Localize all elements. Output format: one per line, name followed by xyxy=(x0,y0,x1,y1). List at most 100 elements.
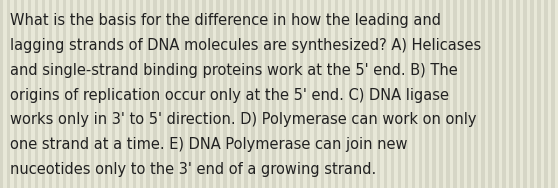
FancyBboxPatch shape xyxy=(380,0,384,188)
Text: one strand at a time. E) DNA Polymerase can join new: one strand at a time. E) DNA Polymerase … xyxy=(10,137,407,152)
FancyBboxPatch shape xyxy=(412,0,415,188)
FancyBboxPatch shape xyxy=(460,0,464,188)
FancyBboxPatch shape xyxy=(11,0,14,188)
FancyBboxPatch shape xyxy=(429,0,432,188)
FancyBboxPatch shape xyxy=(296,0,300,188)
FancyBboxPatch shape xyxy=(328,0,331,188)
FancyBboxPatch shape xyxy=(369,0,373,188)
FancyBboxPatch shape xyxy=(300,0,304,188)
FancyBboxPatch shape xyxy=(471,0,474,188)
FancyBboxPatch shape xyxy=(499,0,502,188)
FancyBboxPatch shape xyxy=(492,0,496,188)
FancyBboxPatch shape xyxy=(161,0,164,188)
FancyBboxPatch shape xyxy=(391,0,394,188)
FancyBboxPatch shape xyxy=(457,0,460,188)
FancyBboxPatch shape xyxy=(244,0,248,188)
FancyBboxPatch shape xyxy=(126,0,129,188)
FancyBboxPatch shape xyxy=(488,0,492,188)
FancyBboxPatch shape xyxy=(112,0,115,188)
FancyBboxPatch shape xyxy=(314,0,318,188)
FancyBboxPatch shape xyxy=(62,0,66,188)
FancyBboxPatch shape xyxy=(265,0,268,188)
FancyBboxPatch shape xyxy=(66,0,70,188)
FancyBboxPatch shape xyxy=(453,0,457,188)
FancyBboxPatch shape xyxy=(31,0,35,188)
FancyBboxPatch shape xyxy=(49,0,52,188)
FancyBboxPatch shape xyxy=(136,0,140,188)
FancyBboxPatch shape xyxy=(115,0,118,188)
FancyBboxPatch shape xyxy=(384,0,387,188)
FancyBboxPatch shape xyxy=(523,0,527,188)
FancyBboxPatch shape xyxy=(555,0,558,188)
FancyBboxPatch shape xyxy=(56,0,59,188)
FancyBboxPatch shape xyxy=(230,0,234,188)
FancyBboxPatch shape xyxy=(35,0,39,188)
FancyBboxPatch shape xyxy=(408,0,412,188)
FancyBboxPatch shape xyxy=(199,0,202,188)
FancyBboxPatch shape xyxy=(464,0,468,188)
FancyBboxPatch shape xyxy=(286,0,290,188)
FancyBboxPatch shape xyxy=(290,0,293,188)
FancyBboxPatch shape xyxy=(153,0,157,188)
FancyBboxPatch shape xyxy=(422,0,425,188)
FancyBboxPatch shape xyxy=(167,0,171,188)
FancyBboxPatch shape xyxy=(363,0,366,188)
FancyBboxPatch shape xyxy=(509,0,513,188)
FancyBboxPatch shape xyxy=(94,0,98,188)
FancyBboxPatch shape xyxy=(181,0,185,188)
FancyBboxPatch shape xyxy=(206,0,209,188)
FancyBboxPatch shape xyxy=(178,0,181,188)
FancyBboxPatch shape xyxy=(25,0,28,188)
FancyBboxPatch shape xyxy=(42,0,45,188)
FancyBboxPatch shape xyxy=(17,0,21,188)
FancyBboxPatch shape xyxy=(318,0,321,188)
FancyBboxPatch shape xyxy=(164,0,167,188)
FancyBboxPatch shape xyxy=(335,0,338,188)
FancyBboxPatch shape xyxy=(436,0,440,188)
FancyBboxPatch shape xyxy=(418,0,422,188)
FancyBboxPatch shape xyxy=(544,0,547,188)
FancyBboxPatch shape xyxy=(496,0,499,188)
FancyBboxPatch shape xyxy=(359,0,363,188)
FancyBboxPatch shape xyxy=(310,0,314,188)
FancyBboxPatch shape xyxy=(171,0,174,188)
FancyBboxPatch shape xyxy=(373,0,377,188)
FancyBboxPatch shape xyxy=(129,0,133,188)
FancyBboxPatch shape xyxy=(331,0,335,188)
FancyBboxPatch shape xyxy=(551,0,555,188)
FancyBboxPatch shape xyxy=(440,0,443,188)
FancyBboxPatch shape xyxy=(52,0,56,188)
FancyBboxPatch shape xyxy=(237,0,240,188)
FancyBboxPatch shape xyxy=(425,0,429,188)
FancyBboxPatch shape xyxy=(341,0,345,188)
FancyBboxPatch shape xyxy=(3,0,7,188)
FancyBboxPatch shape xyxy=(234,0,237,188)
FancyBboxPatch shape xyxy=(537,0,541,188)
FancyBboxPatch shape xyxy=(443,0,446,188)
FancyBboxPatch shape xyxy=(356,0,359,188)
FancyBboxPatch shape xyxy=(220,0,223,188)
FancyBboxPatch shape xyxy=(108,0,112,188)
FancyBboxPatch shape xyxy=(189,0,192,188)
FancyBboxPatch shape xyxy=(516,0,519,188)
FancyBboxPatch shape xyxy=(485,0,488,188)
FancyBboxPatch shape xyxy=(0,0,3,188)
FancyBboxPatch shape xyxy=(293,0,296,188)
FancyBboxPatch shape xyxy=(28,0,31,188)
FancyBboxPatch shape xyxy=(446,0,450,188)
FancyBboxPatch shape xyxy=(394,0,397,188)
FancyBboxPatch shape xyxy=(90,0,94,188)
FancyBboxPatch shape xyxy=(513,0,516,188)
FancyBboxPatch shape xyxy=(21,0,25,188)
FancyBboxPatch shape xyxy=(192,0,195,188)
FancyBboxPatch shape xyxy=(338,0,341,188)
FancyBboxPatch shape xyxy=(405,0,408,188)
FancyBboxPatch shape xyxy=(282,0,286,188)
Text: lagging strands of DNA molecules are synthesized? A) Helicases: lagging strands of DNA molecules are syn… xyxy=(10,38,482,53)
FancyBboxPatch shape xyxy=(304,0,307,188)
FancyBboxPatch shape xyxy=(268,0,272,188)
Text: works only in 3' to 5' direction. D) Polymerase can work on only: works only in 3' to 5' direction. D) Pol… xyxy=(10,112,477,127)
FancyBboxPatch shape xyxy=(279,0,282,188)
FancyBboxPatch shape xyxy=(276,0,279,188)
FancyBboxPatch shape xyxy=(254,0,258,188)
